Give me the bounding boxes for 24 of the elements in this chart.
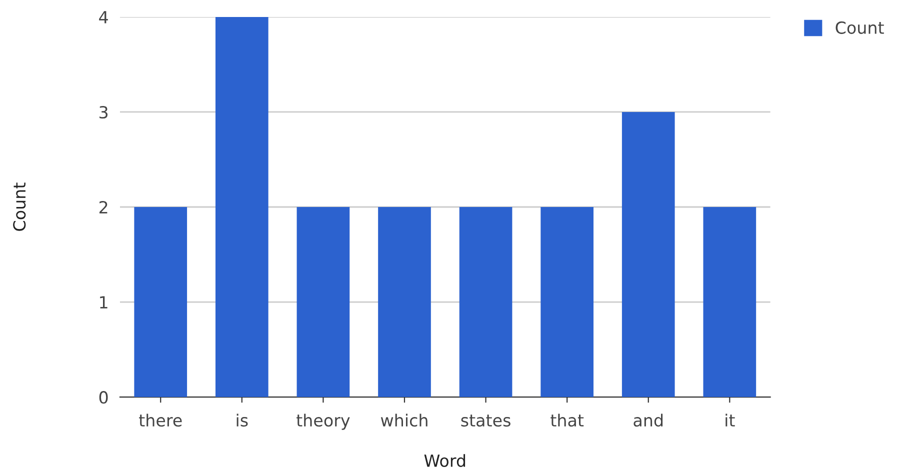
bar <box>215 16 268 398</box>
y-tick-label: 2 <box>99 200 108 214</box>
y-tick-label: 0 <box>99 391 108 404</box>
x-tick-label: theory <box>296 414 350 430</box>
x-tick-label: states <box>461 414 510 427</box>
x-tick-label: and <box>634 414 663 427</box>
x-tick-label: it <box>726 414 735 426</box>
bar <box>703 207 756 398</box>
x-tick-label: there <box>139 414 182 427</box>
y-tick-label: 1 <box>100 296 108 308</box>
bar <box>622 112 675 398</box>
x-tick-label: that <box>550 414 584 427</box>
bar <box>540 207 594 398</box>
y-tick-label: 4 <box>99 11 108 24</box>
x-tick-label: is <box>236 414 248 427</box>
y-axis-title: Count <box>13 182 26 231</box>
legend-label: Count <box>836 21 884 34</box>
bar <box>459 207 512 398</box>
bar <box>378 207 431 398</box>
bar <box>134 207 188 398</box>
y-tick-label: 3 <box>100 106 108 119</box>
x-axis-title: Word <box>424 454 466 467</box>
bar <box>296 207 350 398</box>
x-tick-label: which <box>380 414 428 427</box>
